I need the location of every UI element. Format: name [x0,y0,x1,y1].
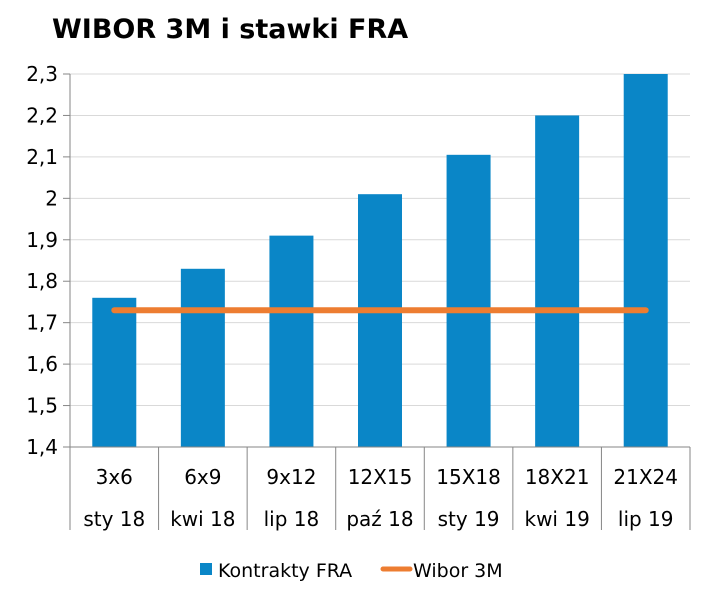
y-tick-label: 1,5 [26,394,58,418]
bar-6x9 [180,268,225,447]
x-category-label: 21X24 [613,465,678,489]
bar-12x15 [358,194,402,447]
x-subcategory-label: sty 18 [83,507,145,531]
bar-series [92,74,668,448]
x-subcategory-label: sty 19 [438,507,500,531]
x-subcategory-label: kwi 19 [524,507,589,531]
y-axis-ticks: 1,4 1,5 1,6 1,7 1,8 1,9 2 2,1 2,2 2,3 [26,62,71,459]
x-category-label: 6x9 [184,465,221,489]
y-tick-label: 2,3 [26,62,58,86]
legend-swatch-kontrakty-fra [200,563,212,575]
bar-18x21 [535,115,580,447]
bar-3x6 [92,297,137,447]
legend-label-wibor-3m: Wibor 3M [413,560,503,582]
x-subcategory-label: lip 19 [618,507,674,531]
y-tick-label: 1,6 [26,352,58,376]
bar-21x24 [623,74,668,447]
legend-label-kontrakty-fra: Kontrakty FRA [218,560,352,582]
y-tick-label: 2 [45,186,58,210]
bar-9x12 [269,235,314,447]
x-category-label: 18X21 [525,465,590,489]
y-tick-label: 2,2 [26,103,58,127]
x-subcategory-label: lip 18 [264,507,320,531]
x-subcategory-label: paź 18 [346,507,413,531]
y-tick-label: 1,7 [26,311,58,335]
x-category-label: 15X18 [436,465,501,489]
y-tick-label: 1,4 [26,435,58,459]
x-subcategory-label: kwi 18 [170,507,235,531]
legend: Kontrakty FRA Wibor 3M [200,560,503,582]
chart-title: WIBOR 3M i stawki FRA [52,14,408,45]
y-tick-label: 1,8 [26,269,58,293]
y-tick-label: 1,9 [26,228,58,252]
x-axis: 3x6 sty 18 6x9 kwi 18 9x12 lip 18 12X15 paź 18 1… [69,446,691,531]
x-category-label: 9x12 [266,465,316,489]
bar-15x18 [446,154,491,448]
y-tick-label: 2,1 [26,145,58,169]
x-category-label: 3x6 [96,465,133,489]
x-category-label: 12X15 [348,465,413,489]
